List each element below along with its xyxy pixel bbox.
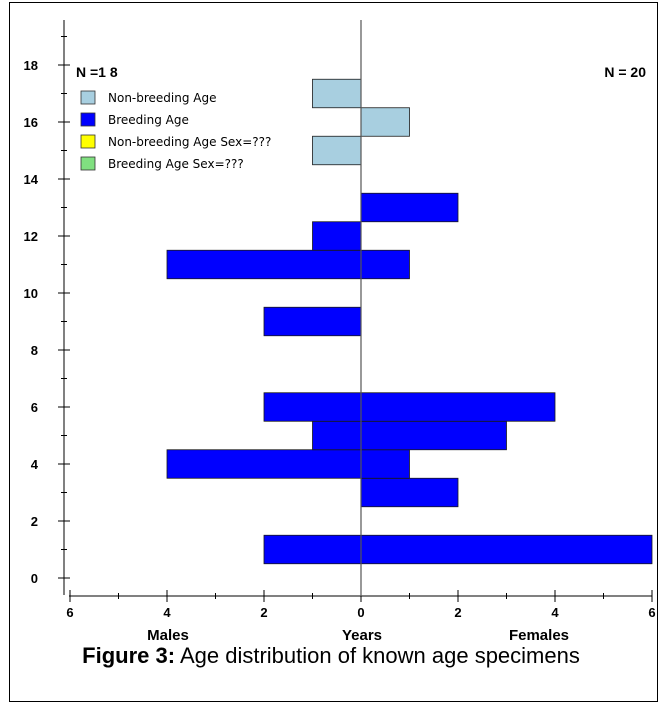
- x-tick-label-4: 2: [454, 605, 461, 620]
- legend-swatch-0: [81, 91, 95, 104]
- legend-swatch-1: [81, 113, 95, 126]
- legend-swatch-3: [81, 157, 95, 170]
- bar-males-age-5: [313, 421, 362, 450]
- legend-label-1: Breeding Age: [108, 113, 189, 127]
- figure-caption: Figure 3: Age distribution of known age …: [0, 643, 662, 669]
- legend-swatch-2: [81, 135, 95, 148]
- bar-females-age-16: [361, 108, 410, 137]
- bar-males-age-12: [313, 222, 362, 251]
- y-tick-label-18: 18: [24, 58, 38, 73]
- x-tick-label-0: 6: [66, 605, 73, 620]
- bar-males-age-1: [264, 535, 361, 564]
- legend-label-0: Non-breeding Age: [108, 91, 217, 105]
- x-tick-label-3: 0: [357, 605, 364, 620]
- years-axis-title: Years: [342, 627, 382, 640]
- bar-females-age-13: [361, 193, 458, 222]
- y-tick-label-4: 4: [31, 457, 39, 472]
- females-axis-title: Females: [509, 627, 569, 640]
- x-tick-label-5: 4: [551, 605, 559, 620]
- y-tick-label-8: 8: [31, 343, 38, 358]
- bar-females-age-3: [361, 478, 458, 507]
- bar-females-age-5: [361, 421, 507, 450]
- y-tick-label-2: 2: [31, 514, 38, 529]
- males-axis-title: Males: [147, 627, 189, 640]
- bar-males-age-6: [264, 393, 361, 422]
- legend: Non-breeding Age Breeding Age Non-breeding…: [81, 91, 271, 171]
- y-tick-label-0: 0: [31, 571, 38, 586]
- bar-males-age-17: [313, 79, 362, 108]
- age-pyramid-chart: 0 2 4 6 8 10 12 14 16 18 6 4 2 0 2 4 6 Non-breeding Age B…: [0, 0, 662, 640]
- x-tick-label-6: 6: [648, 605, 655, 620]
- y-tick-label-6: 6: [31, 400, 38, 415]
- legend-label-3: Breeding Age Sex=???: [108, 157, 244, 171]
- legend-label-2: Non-breeding Age Sex=???: [108, 135, 271, 149]
- y-tick-label-14: 14: [24, 172, 39, 187]
- caption-label: Figure 3:: [82, 643, 175, 668]
- y-tick-label-12: 12: [24, 229, 38, 244]
- caption-text: Age distribution of known age specimens: [175, 643, 580, 668]
- bar-females-age-4: [361, 450, 410, 479]
- females-n-label: N = 20: [604, 64, 646, 80]
- x-tick-label-1: 4: [163, 605, 171, 620]
- bar-males-age-9: [264, 307, 361, 336]
- bar-males-age-15: [313, 136, 362, 165]
- males-n-label: N =1 8: [76, 64, 118, 80]
- bar-females-age-6: [361, 393, 555, 422]
- y-tick-label-16: 16: [24, 115, 38, 130]
- y-tick-label-10: 10: [24, 286, 38, 301]
- bar-males-age-11: [167, 250, 361, 279]
- bars-layer: [167, 79, 652, 564]
- bar-females-age-1: [361, 535, 652, 564]
- bar-females-age-11: [361, 250, 410, 279]
- x-tick-label-2: 2: [260, 605, 267, 620]
- bar-males-age-4: [167, 450, 361, 479]
